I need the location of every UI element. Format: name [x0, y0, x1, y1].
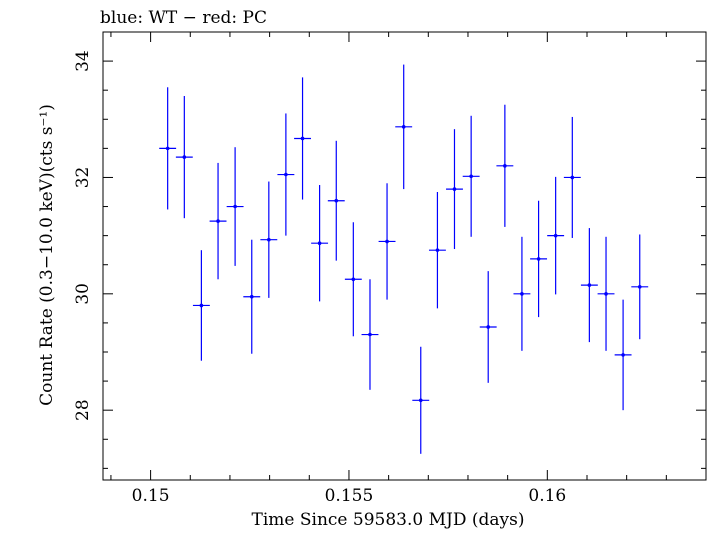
data-point — [159, 87, 177, 210]
point-marker — [452, 187, 457, 191]
point-marker — [570, 175, 575, 180]
data-point — [277, 113, 295, 236]
point-marker — [317, 241, 322, 245]
data-point — [631, 234, 649, 340]
chart-title: blue: WT − red: PC — [100, 8, 267, 28]
data-point — [243, 239, 261, 354]
point-marker — [604, 292, 608, 296]
y-tick-label: 28 — [73, 399, 93, 421]
y-tick-label: 34 — [73, 50, 93, 72]
data-points — [159, 64, 649, 454]
data-point — [547, 176, 565, 295]
point-marker — [284, 172, 288, 177]
data-point — [294, 77, 311, 200]
data-point — [530, 200, 548, 318]
data-point — [344, 222, 362, 337]
point-marker — [553, 233, 558, 238]
y-tick-label: 30 — [73, 283, 93, 305]
point-marker — [520, 292, 524, 296]
data-point — [260, 181, 278, 298]
point-marker — [536, 257, 541, 261]
point-marker — [401, 125, 406, 129]
data-point — [412, 346, 430, 454]
x-axis-label: Time Since 59583.0 MJD (days) — [252, 510, 525, 530]
point-marker — [249, 294, 254, 299]
data-point — [428, 192, 446, 309]
x-tick-label: 0.16 — [528, 486, 566, 506]
data-point — [479, 271, 497, 383]
axis-ticks: 0.15 0.155 0.16 28 30 32 34 — [73, 31, 707, 506]
point-marker — [621, 353, 625, 357]
data-point — [327, 140, 345, 261]
data-point — [563, 116, 581, 238]
point-marker — [165, 146, 170, 151]
point-marker — [368, 332, 372, 337]
data-point — [496, 104, 514, 227]
data-point — [311, 185, 329, 302]
point-marker — [199, 303, 204, 308]
data-point — [462, 115, 480, 237]
point-marker — [216, 219, 220, 223]
data-point — [209, 162, 227, 280]
data-point — [614, 299, 632, 411]
y-axis-label: Count Rate (0.3−10.0 keV)(cts s⁻¹) — [37, 104, 57, 406]
data-point — [580, 228, 598, 343]
point-marker — [182, 155, 187, 159]
x-tick-label: 0.15 — [132, 486, 170, 506]
data-point — [175, 96, 193, 219]
data-point — [192, 250, 210, 361]
data-point — [597, 236, 615, 351]
point-marker — [469, 174, 473, 179]
data-point — [395, 64, 413, 190]
data-point — [513, 236, 531, 351]
data-point — [226, 147, 244, 266]
point-marker — [637, 285, 642, 289]
point-marker — [435, 248, 440, 252]
point-marker — [351, 277, 356, 282]
point-marker — [300, 136, 305, 141]
plot-frame — [102, 31, 707, 481]
data-point — [361, 279, 379, 390]
point-marker — [486, 325, 491, 329]
point-marker — [503, 164, 507, 168]
point-marker — [418, 398, 423, 403]
point-marker — [267, 237, 271, 242]
point-marker — [385, 239, 389, 244]
point-marker — [334, 198, 339, 203]
y-tick-label: 32 — [73, 167, 93, 189]
data-point — [446, 129, 463, 250]
data-point — [378, 183, 396, 300]
point-marker — [587, 283, 592, 287]
point-marker — [233, 204, 237, 209]
x-tick-label: 0.155 — [325, 486, 374, 506]
